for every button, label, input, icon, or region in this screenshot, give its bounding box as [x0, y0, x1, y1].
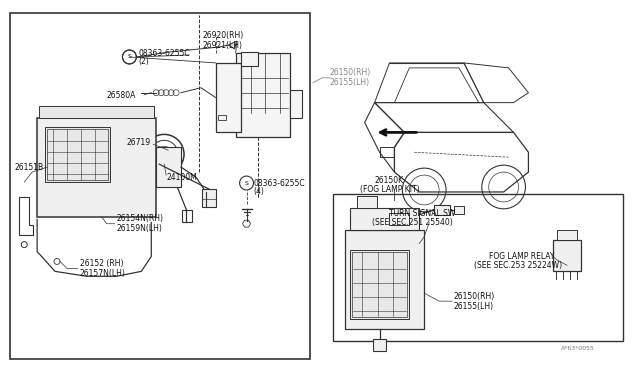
Text: FOG LAMP RELAY: FOG LAMP RELAY: [489, 252, 554, 261]
Text: 26155(LH): 26155(LH): [330, 78, 370, 87]
Bar: [10, 13, 310, 359]
Bar: [290, 90, 302, 118]
Bar: [390, 213, 410, 225]
Text: TURN SIGNAL SW: TURN SIGNAL SW: [390, 209, 456, 218]
Polygon shape: [228, 41, 237, 49]
Text: 08363-6255C: 08363-6255C: [138, 48, 190, 58]
Bar: [216, 63, 241, 132]
Bar: [553, 240, 581, 271]
Bar: [356, 196, 376, 208]
Bar: [333, 194, 623, 341]
Text: 26152 (RH): 26152 (RH): [80, 259, 124, 268]
Bar: [241, 52, 259, 66]
Text: 26157N(LH): 26157N(LH): [80, 269, 125, 278]
Text: 26150(RH): 26150(RH): [330, 68, 371, 77]
Bar: [39, 106, 154, 118]
Bar: [236, 53, 290, 137]
Bar: [350, 250, 410, 319]
Bar: [454, 206, 464, 214]
Bar: [352, 251, 407, 317]
Bar: [380, 147, 394, 157]
Bar: [202, 189, 216, 207]
Text: 24100M: 24100M: [166, 173, 197, 182]
Text: 26151B: 26151B: [14, 163, 44, 171]
Text: S: S: [244, 180, 248, 186]
Text: (2): (2): [138, 57, 149, 67]
Bar: [350, 208, 419, 230]
Text: (SEE SEC.251 25540): (SEE SEC.251 25540): [372, 218, 452, 227]
Text: S: S: [127, 54, 131, 60]
Text: 26719: 26719: [127, 138, 150, 147]
Text: A*63*0055: A*63*0055: [561, 346, 595, 351]
Bar: [218, 115, 226, 119]
Bar: [47, 129, 108, 180]
Text: 26921(LH): 26921(LH): [203, 41, 243, 49]
Bar: [345, 230, 424, 329]
Bar: [37, 118, 156, 217]
Bar: [156, 147, 181, 187]
Bar: [557, 230, 577, 240]
Text: 26159N(LH): 26159N(LH): [116, 224, 163, 233]
Text: (FOG LAMP KIT): (FOG LAMP KIT): [360, 186, 419, 195]
Bar: [182, 210, 192, 222]
Text: 26150K: 26150K: [374, 176, 404, 185]
Text: 08363-6255C: 08363-6255C: [253, 179, 305, 187]
Bar: [372, 339, 387, 351]
Text: 26155(LH): 26155(LH): [454, 302, 494, 311]
Text: 26150(RH): 26150(RH): [454, 292, 495, 301]
Text: 26580A: 26580A: [107, 91, 136, 100]
Text: 26920(RH): 26920(RH): [203, 31, 244, 40]
Text: (4): (4): [253, 187, 264, 196]
Text: 26154N(RH): 26154N(RH): [116, 214, 164, 223]
Text: (SEE SEC.253 25224W): (SEE SEC.253 25224W): [474, 261, 562, 270]
Bar: [45, 128, 109, 182]
Bar: [434, 205, 450, 215]
